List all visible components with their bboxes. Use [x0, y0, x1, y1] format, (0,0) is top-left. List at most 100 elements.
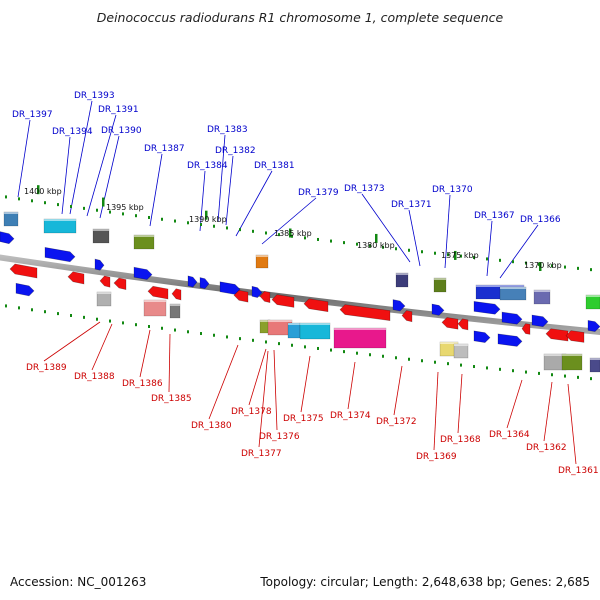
- ruler-label: 1370 kbp: [524, 261, 562, 270]
- forward-gene-label[interactable]: DR_1381: [254, 161, 295, 171]
- reverse-gene-label[interactable]: DR_1378: [231, 407, 272, 417]
- reverse-gene-label[interactable]: DR_1376: [259, 432, 300, 442]
- reverse-gene-label[interactable]: DR_1361: [558, 466, 599, 476]
- ruler-ticks: [5, 185, 592, 381]
- forward-gene-label[interactable]: DR_1387: [144, 144, 185, 154]
- feature-box-highlight: [260, 320, 270, 322]
- tick-dot: [499, 258, 501, 262]
- tick-dot: [252, 338, 254, 342]
- tick-dot: [421, 359, 423, 363]
- forward-gene-label[interactable]: DR_1394: [52, 127, 93, 137]
- leader-line: [168, 333, 171, 393]
- leader-line: [499, 224, 539, 279]
- reverse-gene-arrow: [259, 290, 271, 303]
- major-tick: [102, 197, 105, 207]
- ruler-label: 1400 kbp: [24, 187, 62, 196]
- forward-gene-label[interactable]: DR_1371: [391, 200, 432, 210]
- forward-gene-label[interactable]: DR_1397: [12, 110, 53, 120]
- reverse-gene-label[interactable]: DR_1389: [26, 363, 67, 373]
- tick-dot: [213, 333, 215, 337]
- forward-gene-label[interactable]: DR_1393: [74, 91, 115, 101]
- ruler-label: 1395 kbp: [106, 203, 144, 212]
- forward-gene-arrow: [473, 330, 491, 343]
- tick-dot: [486, 366, 488, 370]
- feature-box-highlight: [170, 304, 180, 306]
- reverse-gene-label[interactable]: DR_1385: [151, 394, 192, 404]
- leader-line: [43, 321, 101, 362]
- feature-box: [589, 357, 600, 373]
- reverse-gene-label[interactable]: DR_1374: [330, 411, 371, 421]
- forward-gene-label[interactable]: DR_1382: [215, 146, 256, 156]
- leader-line: [248, 348, 267, 406]
- forward-gene-label[interactable]: DR_1383: [207, 125, 248, 135]
- leader-line: [444, 194, 451, 269]
- forward-gene-label[interactable]: DR_1367: [474, 211, 515, 221]
- reverse-gene-label[interactable]: DR_1369: [416, 452, 457, 462]
- tick-dot: [421, 250, 423, 254]
- tick-dot: [96, 208, 98, 212]
- leader-line: [433, 371, 439, 451]
- tick-dot: [304, 345, 306, 349]
- accession-label: Accession: NC_001263: [10, 575, 146, 589]
- tick-dot: [473, 365, 475, 369]
- reverse-gene-label[interactable]: DR_1375: [283, 414, 324, 424]
- reverse-gene-label[interactable]: DR_1388: [74, 372, 115, 382]
- tick-dot: [200, 332, 202, 336]
- feature-box-highlight: [300, 323, 330, 325]
- tick-dot: [330, 239, 332, 243]
- reverse-gene-arrow: [303, 298, 329, 313]
- tick-dot: [564, 374, 566, 378]
- leader-line: [258, 350, 269, 448]
- forward-gene-label[interactable]: DR_1390: [101, 126, 142, 136]
- leader-line: [149, 153, 163, 227]
- reverse-gene-label[interactable]: DR_1386: [122, 379, 163, 389]
- reverse-gene-label[interactable]: DR_1362: [526, 443, 567, 453]
- feature-box: [169, 303, 181, 319]
- major-tick: [539, 262, 542, 272]
- forward-gene-label[interactable]: DR_1370: [432, 185, 473, 195]
- tick-dot: [291, 234, 293, 238]
- forward-gene-label[interactable]: DR_1384: [187, 161, 228, 171]
- feature-box: [43, 218, 77, 234]
- reverse-gene-label[interactable]: DR_1372: [376, 417, 417, 427]
- reverse-gene-arrow: [99, 275, 111, 288]
- forward-gene-label[interactable]: DR_1366: [520, 215, 561, 225]
- feature-box: [133, 234, 155, 250]
- leader-line: [408, 209, 421, 267]
- tick-dot: [187, 330, 189, 334]
- tick-dot: [434, 251, 436, 255]
- tick-dot: [590, 268, 592, 272]
- reverse-gene-label[interactable]: DR_1368: [440, 435, 481, 445]
- reverse-gene-arrow: [233, 289, 249, 303]
- forward-gene-label[interactable]: DR_1391: [98, 105, 139, 115]
- reverse-gene-label[interactable]: DR_1377: [241, 449, 282, 459]
- reverse-gene-arrow: [9, 263, 38, 279]
- forward-gene-label[interactable]: DR_1373: [344, 184, 385, 194]
- tick-dot: [70, 313, 72, 317]
- tick-dot: [382, 354, 384, 358]
- chromosome-backbone: [0, 254, 600, 336]
- tick-dot: [226, 335, 228, 339]
- reverse-gene-arrow: [67, 271, 85, 285]
- tick-dot: [122, 321, 124, 325]
- tick-dot: [512, 369, 514, 373]
- tick-dot: [486, 257, 488, 261]
- tick-dot: [161, 217, 163, 221]
- tick-dot: [200, 223, 202, 227]
- tick-dot: [356, 242, 358, 246]
- tick-dot: [109, 210, 111, 214]
- tick-dot: [226, 226, 228, 230]
- tick-dot: [174, 219, 176, 223]
- major-tick: [37, 185, 40, 195]
- reverse-gene-arrow: [545, 328, 569, 342]
- leader-line: [393, 365, 403, 416]
- tick-dot: [213, 224, 215, 228]
- reverse-gene-label[interactable]: DR_1380: [191, 421, 232, 431]
- feature-box-highlight: [4, 212, 18, 214]
- reverse-gene-label[interactable]: DR_1364: [489, 430, 530, 440]
- tick-dot: [408, 357, 410, 361]
- tick-dot: [525, 261, 527, 265]
- tick-dot: [239, 228, 241, 232]
- forward-gene-label[interactable]: DR_1379: [298, 188, 339, 198]
- gene-features: [0, 211, 600, 373]
